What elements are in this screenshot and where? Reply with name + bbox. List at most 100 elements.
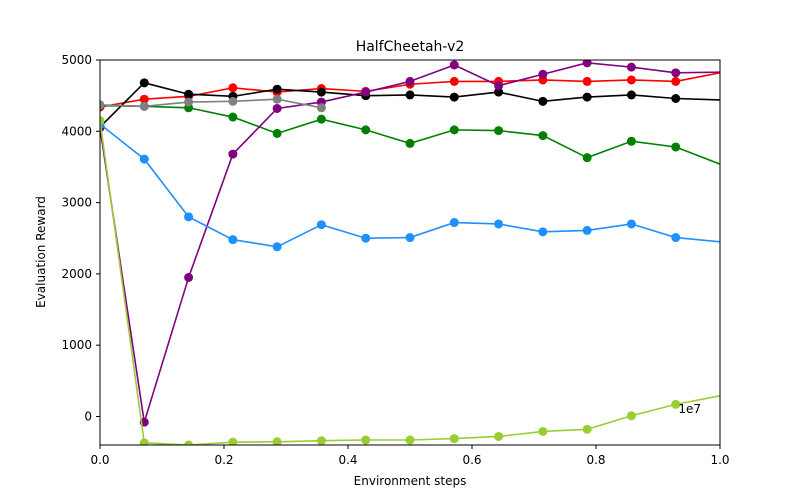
data-point [671, 233, 681, 243]
data-point [316, 220, 326, 230]
series-line [100, 104, 720, 165]
y-tick-label: 5000 [61, 53, 92, 67]
data-point [626, 90, 636, 100]
data-point [671, 76, 681, 86]
data-point [538, 227, 548, 237]
chart-title: HalfCheetah-v2 [356, 39, 465, 55]
data-point [626, 136, 636, 146]
data-point [272, 128, 282, 138]
x-axis-label: Environment steps [354, 474, 467, 488]
series-6 [100, 116, 720, 445]
y-axis: 0 1000 2000 3000 4000 5000 [61, 53, 100, 423]
data-point [671, 94, 681, 103]
data-point [494, 126, 504, 136]
data-point [582, 424, 592, 434]
data-point [494, 219, 504, 229]
data-point [626, 219, 636, 229]
data-point [671, 68, 681, 78]
series-4 [100, 60, 720, 427]
data-point [139, 438, 149, 445]
data-point [494, 87, 504, 97]
series-line [100, 62, 720, 423]
x-tick-label: 0.0 [90, 453, 109, 467]
data-point [139, 78, 149, 88]
plot-area [100, 60, 720, 445]
x-tick-label: 0.6 [462, 453, 481, 467]
data-point [316, 114, 326, 124]
x-tick-label: 0.8 [586, 453, 605, 467]
data-point [538, 96, 548, 106]
series-line [100, 98, 322, 109]
data-point [626, 62, 636, 72]
data-point [626, 411, 636, 421]
data-point [449, 92, 459, 102]
data-point [361, 87, 371, 97]
data-point [582, 60, 592, 68]
y-tick-label: 0 [84, 409, 92, 423]
x-tick-label: 1.0 [710, 453, 729, 467]
data-point [316, 436, 326, 445]
x-axis: 0.0 0.2 0.4 0.6 0.8 1.0 [90, 445, 730, 467]
data-point [228, 83, 238, 93]
data-point [626, 75, 636, 85]
y-tick-label: 4000 [61, 124, 92, 138]
data-point [405, 435, 415, 445]
data-point [316, 87, 326, 97]
data-point [272, 94, 282, 104]
data-point [184, 212, 194, 222]
data-point [538, 426, 548, 436]
data-point [582, 225, 592, 235]
data-point [272, 437, 282, 445]
data-point [361, 435, 371, 445]
data-point [228, 149, 238, 159]
data-point [100, 100, 105, 110]
data-point [449, 434, 459, 444]
x-tick-label: 0.2 [214, 453, 233, 467]
data-point [494, 81, 504, 91]
data-point [538, 69, 548, 79]
x-scale-label: 1e7 [678, 402, 701, 416]
axes-frame [99, 59, 721, 446]
data-point [184, 97, 194, 107]
data-point [494, 431, 504, 441]
data-point [228, 437, 238, 445]
data-point [272, 84, 282, 94]
data-point [582, 153, 592, 163]
data-point [184, 272, 194, 282]
data-point [272, 103, 282, 113]
x-tick-label: 0.4 [338, 453, 357, 467]
data-point [449, 218, 459, 228]
data-point [184, 440, 194, 445]
series-line [100, 81, 720, 128]
data-point [228, 96, 238, 106]
series-7 [100, 94, 326, 113]
data-point [405, 76, 415, 86]
data-point [361, 125, 371, 135]
data-point [449, 76, 459, 86]
data-point [538, 131, 548, 141]
data-point [228, 112, 238, 122]
data-point [272, 242, 282, 252]
data-point [100, 116, 105, 126]
data-point [671, 399, 681, 409]
data-point [405, 233, 415, 243]
data-point [449, 125, 459, 135]
data-point [671, 142, 681, 152]
data-point [184, 89, 194, 99]
y-tick-label: 1000 [61, 338, 92, 352]
y-axis-label: Evaluation Reward [34, 196, 48, 308]
data-point [449, 60, 459, 70]
data-point [582, 76, 592, 86]
series-line [100, 120, 720, 445]
data-point [582, 92, 592, 102]
y-tick-label: 2000 [61, 267, 92, 281]
series-3 [100, 101, 720, 165]
data-point [139, 154, 149, 164]
series-5 [100, 119, 720, 252]
y-tick-label: 3000 [61, 196, 92, 210]
data-point [316, 103, 326, 113]
data-point [405, 90, 415, 100]
data-point [405, 138, 415, 148]
data-point [228, 235, 238, 245]
